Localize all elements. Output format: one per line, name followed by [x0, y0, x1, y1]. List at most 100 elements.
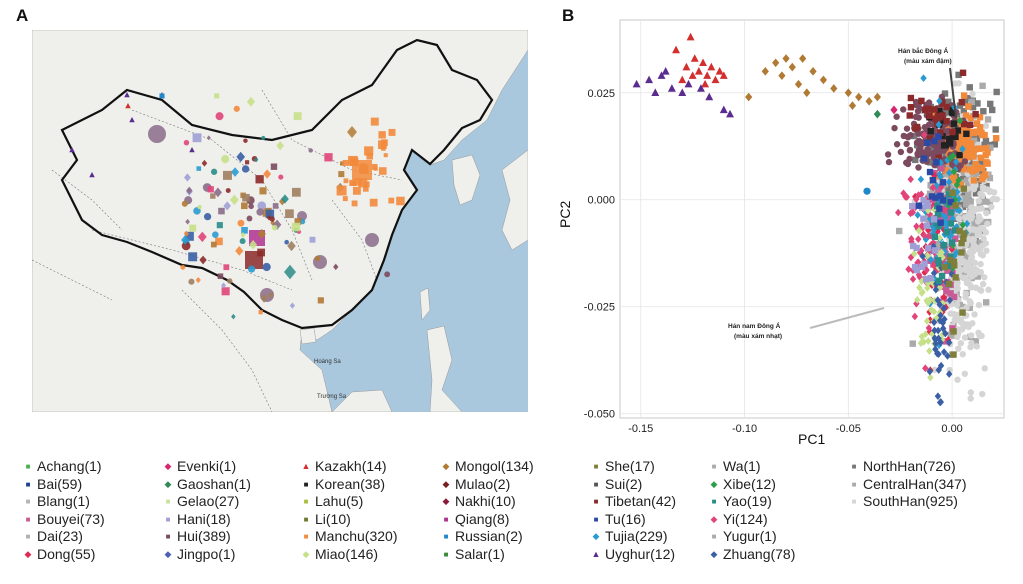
pca-point-bouyei — [943, 288, 950, 295]
pca-point-hui — [891, 124, 898, 132]
pca-point-tu — [937, 219, 944, 226]
map-sample-marker — [212, 231, 219, 238]
pca-point-she — [958, 239, 965, 247]
pca-point-centralhan — [953, 245, 960, 252]
pca-point-hui — [900, 106, 907, 113]
pca-point-tujia — [942, 218, 949, 227]
pca-point-korean — [950, 120, 958, 127]
pca-point-hui — [940, 147, 948, 154]
legend-label: Dong(55) — [37, 545, 96, 562]
pca-point-she — [960, 185, 968, 192]
pca-point-manchu — [970, 177, 978, 184]
legend-diamond-icon: ◆ — [24, 548, 32, 559]
pca-point-tibetan — [926, 112, 933, 119]
map-sample-hub — [284, 264, 296, 280]
legend-item: ■ Achang(1) — [22, 458, 105, 476]
pca-point-manchu — [957, 181, 964, 188]
legend-item: ■ NorthHan(726) — [848, 458, 967, 476]
pca-point-manchu — [931, 110, 938, 117]
map-svg: Hoàng Sa Trường Sa — [32, 30, 528, 412]
map-sample-marker — [317, 297, 324, 304]
map-sample-marker — [259, 187, 267, 195]
legend-label: Tibetan(42) — [605, 493, 677, 509]
legend-square-icon: ■ — [303, 497, 309, 506]
pca-point-southhan — [968, 213, 976, 220]
pca-point-kazakh — [715, 67, 724, 75]
pca-point-zhuang — [931, 326, 938, 335]
map-sample-marker — [231, 167, 240, 177]
legend-diamond-icon: ◆ — [302, 548, 310, 559]
pca-point-centralhan — [972, 170, 980, 178]
legend-item: ■ Wa(1) — [708, 458, 795, 476]
pca-point-centralhan — [986, 174, 994, 182]
map-sample-marker — [186, 186, 193, 195]
x-tick-label: -0.15 — [628, 423, 653, 435]
map-sample-marker — [342, 159, 349, 166]
pca-point-southhan — [977, 190, 984, 197]
pca-point-hui — [885, 158, 893, 166]
pca-point-kazakh — [703, 71, 712, 79]
pca-point-manchu — [977, 145, 984, 152]
legend-square-icon: ■ — [851, 479, 857, 489]
pca-point-hui — [961, 158, 969, 165]
pca-point-tibetan — [959, 69, 967, 76]
pca-point-tu — [936, 205, 943, 212]
pca-point-mongol — [855, 92, 863, 102]
pca-point-mongol — [745, 92, 753, 102]
pca-point-manchu — [976, 124, 984, 131]
pca-point-northhan — [992, 126, 999, 133]
pca-point-southhan — [975, 205, 982, 213]
pca-point-northhan — [974, 100, 981, 107]
pca-point-bouyei — [938, 165, 945, 172]
map-sample-marker — [235, 246, 244, 256]
pca-point-tibetan — [935, 154, 942, 161]
map-sample-markers — [69, 92, 405, 320]
legend-diamond-icon: ◆ — [164, 548, 172, 559]
pca-point-tujia — [914, 211, 921, 219]
pca-point-hani — [913, 244, 920, 252]
pca-point-southhan — [955, 215, 963, 222]
pca-point-northhan — [991, 141, 999, 148]
map-sample-marker — [181, 200, 188, 207]
pca-point-southhan — [974, 218, 982, 225]
pca-point-kazakh — [688, 71, 697, 79]
legend-square-icon: ■ — [443, 532, 449, 541]
pca-point-northhan — [974, 186, 981, 193]
map-sample-marker — [206, 135, 211, 141]
pca-point-southhan — [975, 246, 983, 253]
legend-item: ■ SouthHan(925) — [848, 493, 967, 511]
pca-point-korean — [949, 106, 956, 114]
map-sample-marker — [294, 218, 302, 225]
map-sample-marker — [248, 265, 256, 273]
pca-point-tujia — [927, 256, 935, 264]
legend-label: Russian(2) — [455, 528, 523, 544]
paracel-label: Hoàng Sa — [314, 359, 341, 365]
pca-point-yi — [930, 261, 937, 270]
pca-point-southhan — [968, 332, 975, 339]
pca-point-she — [959, 309, 966, 316]
pca-point-manchu — [981, 131, 988, 139]
pca-point-bouyei — [947, 194, 954, 202]
map-sample-marker — [269, 216, 275, 222]
pca-point-northhan — [980, 108, 987, 115]
pca-point-tu — [932, 194, 939, 201]
legend-label: NorthHan(726) — [863, 458, 956, 474]
pca-point-kazakh — [719, 71, 728, 79]
pca-point-southhan — [931, 366, 938, 374]
legend-label: Hani(18) — [177, 510, 231, 527]
pca-point-southhan — [954, 376, 961, 383]
pca-point-yao — [948, 239, 956, 246]
pca-point-manchu — [959, 165, 966, 173]
pca-point-xibe — [949, 152, 957, 160]
pca-point-hui — [897, 148, 905, 156]
pca-point-miao — [924, 284, 931, 292]
pca-point-manchu — [964, 138, 971, 145]
pca-point-southhan — [966, 269, 973, 276]
map-sample-marker — [285, 209, 294, 219]
legend-square-icon: ■ — [25, 462, 31, 471]
legend-square-icon: ■ — [593, 462, 599, 471]
pca-point-uyghur — [632, 79, 641, 88]
pca-point-mongol — [819, 75, 828, 85]
map-sample-marker — [289, 302, 295, 309]
legend-diamond-icon: ◆ — [710, 513, 718, 524]
